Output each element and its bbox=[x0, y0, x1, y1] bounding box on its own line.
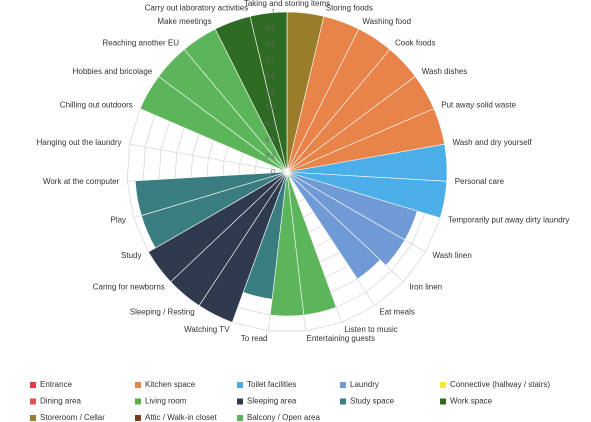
legend-swatch bbox=[135, 382, 141, 388]
category-label: Reaching another EU bbox=[103, 38, 180, 47]
y-tick-label: 1 bbox=[271, 9, 275, 16]
legend-label: Study space bbox=[350, 397, 395, 406]
y-tick-label: 0.3 bbox=[265, 121, 275, 128]
category-label: Play bbox=[110, 215, 126, 224]
category-label: Listen to music bbox=[344, 325, 397, 334]
legend-swatch bbox=[30, 382, 36, 388]
legend-swatch bbox=[135, 415, 141, 421]
category-label: Iron linen bbox=[409, 282, 442, 291]
sector bbox=[249, 11, 288, 173]
y-tick-label: 0.8 bbox=[265, 41, 275, 48]
legend-swatch bbox=[237, 415, 243, 421]
y-tick-label: 0.7 bbox=[265, 57, 275, 64]
legend-label: Kitchen space bbox=[145, 380, 196, 389]
category-label: Wash and dry yourself bbox=[452, 138, 532, 147]
category-label: Make meetings bbox=[157, 17, 211, 26]
legend-swatch bbox=[237, 398, 243, 405]
y-tick-label: 0.9 bbox=[265, 25, 275, 32]
y-tick-label: 0.4 bbox=[265, 105, 275, 112]
y-tick-label: 0.1 bbox=[265, 153, 275, 160]
legend-swatch bbox=[30, 415, 36, 421]
category-label: Washing food bbox=[362, 17, 411, 26]
category-label: Entertaining guests bbox=[307, 334, 376, 343]
category-label: Sleeping / Resting bbox=[130, 307, 195, 316]
legend-label: Entrance bbox=[40, 380, 73, 389]
sector bbox=[269, 171, 305, 317]
category-label: To read bbox=[241, 334, 268, 343]
category-label: Cook foods bbox=[395, 38, 435, 47]
category-label: Hanging out the laundry bbox=[37, 138, 122, 147]
spoke bbox=[129, 143, 288, 173]
legend-label: Storeroom / Cellar bbox=[40, 413, 105, 422]
category-label: Chilling out outdoors bbox=[60, 101, 133, 110]
category-label: Temporarily put away dirty laundry bbox=[448, 215, 569, 224]
category-label: Wash dishes bbox=[422, 67, 468, 76]
category-label: Work at the computer bbox=[43, 177, 120, 186]
legend-label: Dining area bbox=[40, 397, 81, 406]
category-label: Personal care bbox=[455, 177, 505, 186]
sector bbox=[286, 171, 448, 219]
category-label: Carry out laboratory activities bbox=[145, 4, 249, 13]
legend-swatch bbox=[440, 382, 446, 388]
category-label: Eat meals bbox=[379, 307, 415, 316]
legend-label: Balcony / Open area bbox=[247, 413, 320, 422]
category-label: Study bbox=[121, 251, 141, 260]
legend-label: Sleeping area bbox=[247, 397, 297, 406]
legend-label: Living room bbox=[145, 397, 187, 406]
sector bbox=[148, 171, 288, 283]
y-tick-label: 0 bbox=[271, 169, 275, 176]
category-label: Wash linen bbox=[432, 251, 471, 260]
y-tick-label: 0.5 bbox=[265, 89, 275, 96]
legend-swatch bbox=[237, 382, 243, 388]
category-label: Storing foods bbox=[326, 4, 373, 13]
legend-label: Toilet facilities bbox=[247, 380, 296, 389]
legend-swatch bbox=[135, 398, 141, 405]
category-label: Taking and storing items bbox=[244, 0, 330, 8]
y-tick-label: 0.6 bbox=[265, 73, 275, 80]
legend-label: Laundry bbox=[350, 380, 379, 389]
legend-label: Work space bbox=[450, 397, 493, 406]
category-label: Watching TV bbox=[184, 325, 230, 334]
legend-label: Attic / Walk-in closet bbox=[145, 413, 217, 422]
legend-label: Connective (hallway / stairs) bbox=[450, 380, 550, 389]
sector bbox=[286, 171, 381, 280]
category-label: Hobbies and bricolage bbox=[73, 67, 153, 76]
y-tick-label: 0.2 bbox=[265, 137, 275, 144]
legend-swatch bbox=[340, 398, 346, 405]
category-label: Put away solid waste bbox=[441, 101, 516, 110]
sector bbox=[286, 171, 406, 266]
legend-swatch bbox=[340, 382, 346, 388]
category-label: Caring for newborns bbox=[93, 282, 165, 291]
legend-swatch bbox=[30, 398, 36, 405]
legend-swatch bbox=[440, 398, 446, 405]
sector bbox=[134, 171, 288, 216]
